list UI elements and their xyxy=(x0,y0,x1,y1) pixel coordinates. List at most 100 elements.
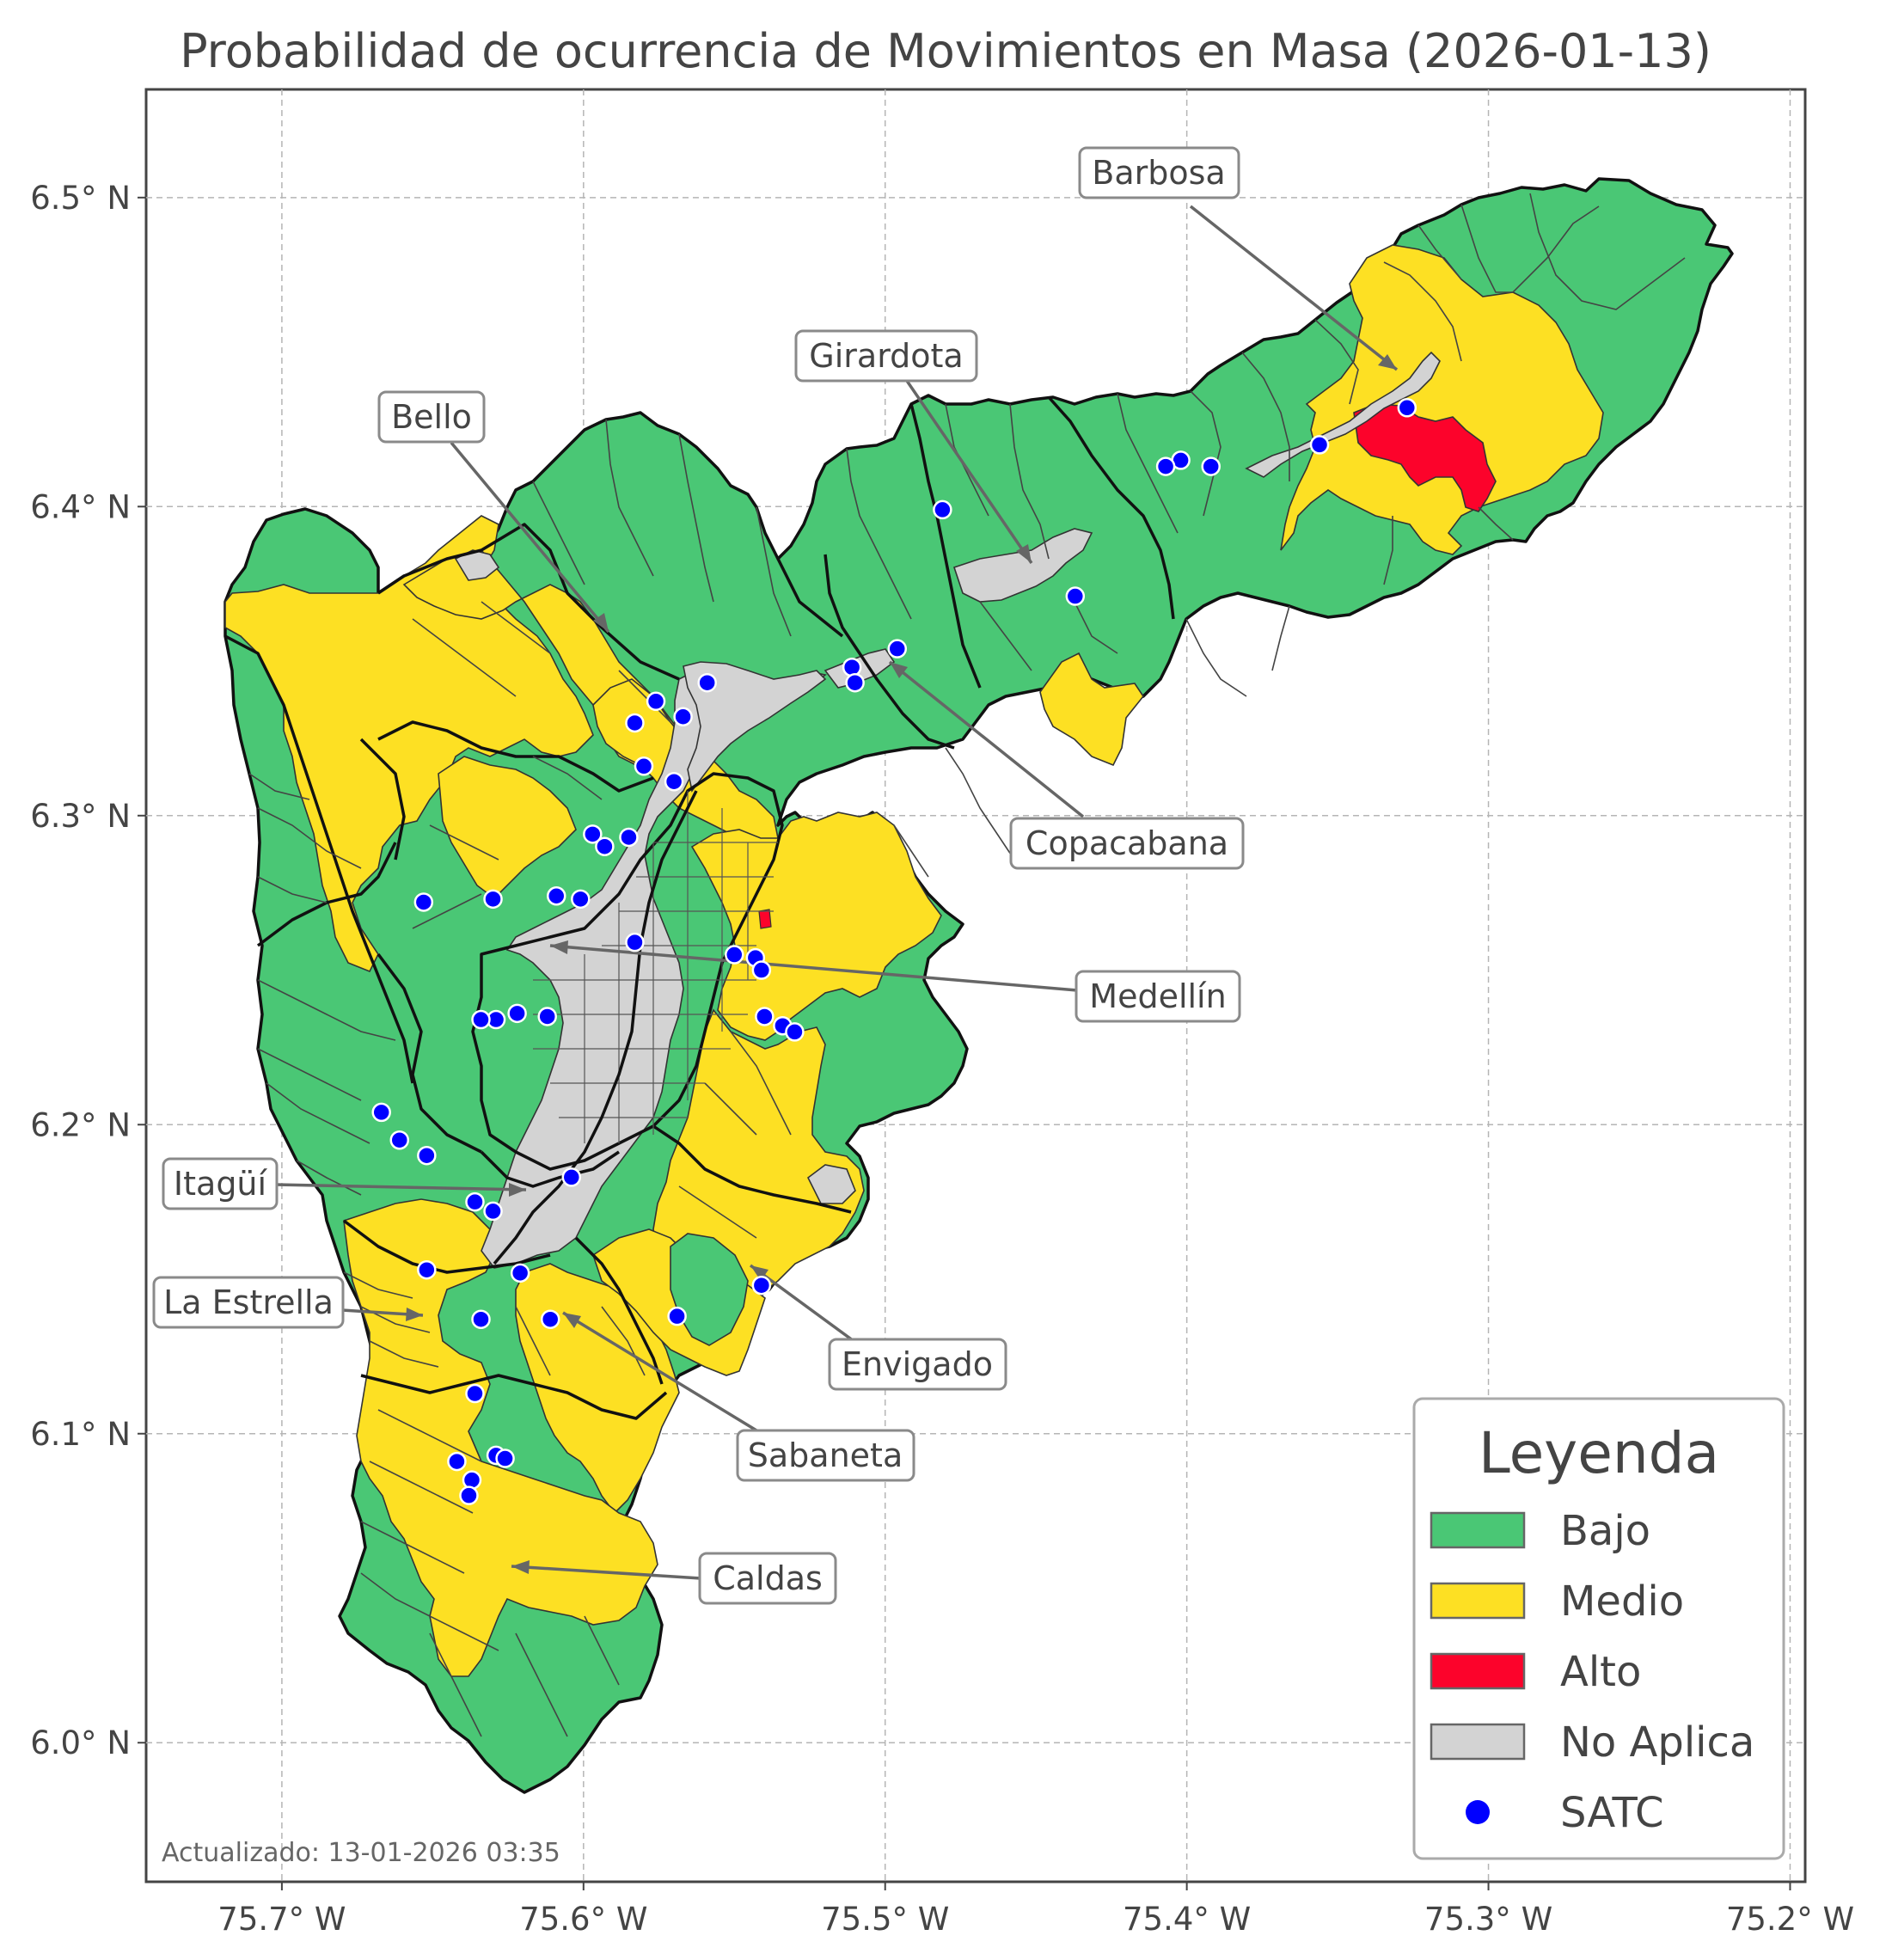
satc-station-marker xyxy=(465,1383,485,1404)
satc-station-marker xyxy=(595,836,615,856)
legend-swatch xyxy=(1430,1723,1526,1761)
satc-station-marker xyxy=(471,1309,491,1329)
boundary-envigado xyxy=(652,1124,852,1214)
satc-station-marker xyxy=(1155,456,1176,476)
satc-station-marker xyxy=(751,1275,772,1295)
legend: Leyenda Bajo Medio Alto No Aplica SATC xyxy=(1412,1397,1785,1860)
legend-item-medio: Medio xyxy=(1430,1577,1684,1626)
svg-text:Copacabana: Copacabana xyxy=(1026,824,1228,862)
boundary-copacabana xyxy=(824,554,955,750)
satc-station-marker xyxy=(1065,586,1086,606)
boundary-copacabana-girardota xyxy=(909,403,982,689)
satc-station-marker xyxy=(1397,398,1417,418)
legend-swatch xyxy=(1430,1511,1526,1549)
satc-station-marker xyxy=(413,892,434,912)
label-caldas: Caldas xyxy=(511,1552,837,1605)
satc-station-marker xyxy=(389,1130,410,1150)
x-tick-label: 75.5° W xyxy=(821,1901,949,1938)
satc-station-marker xyxy=(1201,456,1221,476)
satc-station-marker xyxy=(625,932,645,952)
legend-title: Leyenda xyxy=(1479,1420,1719,1486)
satc-station-marker xyxy=(845,672,865,693)
svg-text:Barbosa: Barbosa xyxy=(1092,154,1225,192)
zone-medio-west-central xyxy=(438,756,577,900)
y-tick-label: 6.3° N xyxy=(30,798,131,835)
x-tick-label: 75.6° W xyxy=(519,1901,647,1938)
x-tick-label: 75.2° W xyxy=(1726,1901,1854,1938)
satc-station-marker xyxy=(447,1451,467,1472)
satc-station-marker xyxy=(459,1485,479,1505)
axis-ticks: 75.7° W 75.6° W 75.5° W 75.4° W 75.3° W 75.2°… xyxy=(30,180,1854,1938)
x-tick-label: 75.7° W xyxy=(217,1901,346,1938)
x-tick-label: 75.4° W xyxy=(1123,1901,1251,1938)
satc-station-marker xyxy=(561,1167,582,1187)
satc-station-marker xyxy=(634,756,654,776)
satc-station-marker xyxy=(510,1263,530,1283)
zone-no-aplica-bello-north xyxy=(454,549,500,581)
satc-station-marker xyxy=(483,889,503,910)
svg-text:Caldas: Caldas xyxy=(713,1559,823,1597)
zone-alto-barbosa xyxy=(1353,403,1497,512)
svg-text:Girardota: Girardota xyxy=(809,337,963,375)
legend-item-bajo: Bajo xyxy=(1430,1507,1650,1555)
subdivision-lines xyxy=(248,193,1686,1737)
boundary-sabaneta xyxy=(574,1236,664,1385)
y-tick-label: 6.4° N xyxy=(30,488,131,525)
label-envigado: Envigado xyxy=(749,1264,1007,1391)
zone-alto-medellin xyxy=(758,909,772,929)
municipality-labels: Barbosa Girardota Bello Copacabana Medel… xyxy=(152,146,1399,1605)
legend-label: SATC xyxy=(1560,1789,1664,1837)
legend-label: Medio xyxy=(1560,1577,1684,1626)
satc-station-marker xyxy=(751,960,772,980)
label-medellin: Medellín xyxy=(549,940,1241,1023)
label-sabaneta: Sabaneta xyxy=(562,1311,915,1482)
label-itagui: Itagüí xyxy=(162,1157,527,1210)
zone-no-aplica-bello xyxy=(683,661,827,793)
svg-text:Itagüí: Itagüí xyxy=(174,1165,268,1203)
satc-station-marker xyxy=(842,657,862,677)
legend-label: No Aplica xyxy=(1560,1718,1754,1767)
satc-station-marker xyxy=(646,691,666,712)
legend-marker xyxy=(1466,1800,1490,1824)
boundary-girardota-barbosa xyxy=(1047,395,1175,620)
boundary-bello-west xyxy=(377,720,654,793)
satc-station-marker xyxy=(933,499,952,520)
boundary-la-estrella xyxy=(342,1219,551,1274)
satc-station-marker xyxy=(537,1007,557,1026)
legend-item-no-aplica: No Aplica xyxy=(1430,1718,1754,1767)
satc-station-marker xyxy=(546,886,566,906)
legend-swatch xyxy=(1430,1652,1526,1690)
label-barbosa: Barbosa xyxy=(1078,146,1399,371)
legend-swatch xyxy=(1430,1582,1526,1620)
x-tick-label: 75.3° W xyxy=(1424,1901,1552,1938)
satc-station-marker xyxy=(371,1102,391,1123)
satc-station-marker xyxy=(495,1449,515,1468)
boundary-west-2 xyxy=(256,842,397,947)
boundary-west-3 xyxy=(359,738,406,861)
satc-stations xyxy=(371,398,1417,1505)
legend-label: Alto xyxy=(1560,1648,1641,1696)
satc-station-marker xyxy=(887,639,908,658)
zone-medio-medellin-east xyxy=(690,812,942,1041)
satc-station-marker xyxy=(697,672,717,693)
legend-label: Bajo xyxy=(1560,1507,1650,1555)
zone-medio-south xyxy=(343,1198,658,1677)
satc-station-marker xyxy=(625,713,645,733)
boundary-bello xyxy=(377,523,680,681)
y-tick-label: 6.0° N xyxy=(30,1724,131,1761)
satc-station-marker xyxy=(462,1470,482,1490)
satc-station-marker xyxy=(755,1007,775,1026)
satc-station-marker xyxy=(507,1003,527,1024)
satc-station-marker xyxy=(571,889,591,910)
label-girardota: Girardota xyxy=(794,329,1033,564)
satc-station-marker xyxy=(664,771,684,792)
label-copacabana: Copacabana xyxy=(888,660,1245,870)
satc-station-marker xyxy=(471,1009,491,1030)
updated-timestamp: Actualizado: 13-01-2026 03:35 xyxy=(162,1838,560,1868)
zone-medio-bello-west xyxy=(224,515,594,973)
medellin-river xyxy=(493,790,698,1265)
boundary-north-1 xyxy=(776,558,844,638)
satc-station-marker xyxy=(725,945,744,965)
map-title: Probabilidad de ocurrencia de Movimiento… xyxy=(180,24,1711,78)
